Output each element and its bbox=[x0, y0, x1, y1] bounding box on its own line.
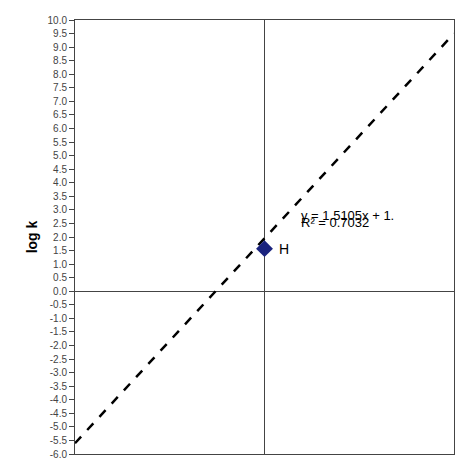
svg-text:5.5: 5.5 bbox=[53, 137, 67, 148]
svg-text:8.5: 8.5 bbox=[53, 55, 67, 66]
svg-text:6.5: 6.5 bbox=[53, 109, 67, 120]
svg-text:-5.5: -5.5 bbox=[50, 435, 68, 446]
svg-text:2.5: 2.5 bbox=[53, 218, 67, 229]
svg-text:4.5: 4.5 bbox=[53, 164, 67, 175]
svg-text:R² = 0.7032: R² = 0.7032 bbox=[301, 215, 369, 230]
svg-text:H: H bbox=[279, 241, 289, 257]
svg-text:-1.5: -1.5 bbox=[50, 326, 68, 337]
svg-text:-2.5: -2.5 bbox=[50, 354, 68, 365]
svg-text:-4.5: -4.5 bbox=[50, 408, 68, 419]
svg-text:-5.0: -5.0 bbox=[50, 421, 68, 432]
svg-text:8.0: 8.0 bbox=[53, 69, 67, 80]
svg-text:10.0: 10.0 bbox=[48, 15, 68, 26]
svg-text:6.0: 6.0 bbox=[53, 123, 67, 134]
svg-text:5.0: 5.0 bbox=[53, 150, 67, 161]
svg-text:9.0: 9.0 bbox=[53, 42, 67, 53]
svg-text:-1.0: -1.0 bbox=[50, 313, 68, 324]
svg-text:1.5: 1.5 bbox=[53, 245, 67, 256]
svg-text:2.0: 2.0 bbox=[53, 232, 67, 243]
svg-text:3.0: 3.0 bbox=[53, 204, 67, 215]
svg-text:y = 1.5105x + 1.: y = 1.5105x + 1. bbox=[301, 208, 394, 223]
svg-text:log k: log k bbox=[24, 220, 40, 253]
svg-text:1.0: 1.0 bbox=[53, 259, 67, 270]
svg-text:7.5: 7.5 bbox=[53, 82, 67, 93]
svg-text:3.5: 3.5 bbox=[53, 191, 67, 202]
svg-text:-3.5: -3.5 bbox=[50, 381, 68, 392]
svg-text:9.5: 9.5 bbox=[53, 28, 67, 39]
svg-text:-3.0: -3.0 bbox=[50, 367, 68, 378]
svg-text:-2.0: -2.0 bbox=[50, 340, 68, 351]
svg-text:-0.5: -0.5 bbox=[50, 299, 68, 310]
svg-text:0.0: 0.0 bbox=[53, 286, 67, 297]
svg-text:7.0: 7.0 bbox=[53, 96, 67, 107]
svg-text:-6.0: -6.0 bbox=[50, 449, 68, 460]
svg-text:-4.0: -4.0 bbox=[50, 394, 68, 405]
svg-text:0.5: 0.5 bbox=[53, 272, 67, 283]
svg-text:4.0: 4.0 bbox=[53, 177, 67, 188]
